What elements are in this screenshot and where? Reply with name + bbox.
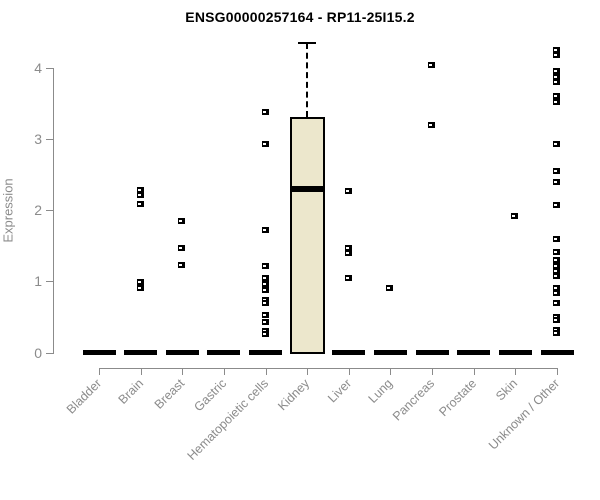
outlier-point (344, 275, 352, 282)
outlier-point (428, 121, 436, 128)
x-axis-tick (557, 368, 559, 375)
zero-median-dash (373, 350, 407, 355)
outlier-point (136, 285, 144, 292)
x-axis-tick (140, 368, 142, 375)
x-axis-line (99, 368, 559, 369)
outlier-point (261, 330, 269, 337)
outlier-point (553, 140, 561, 147)
x-axis-tick (390, 368, 392, 375)
outlier-point (261, 318, 269, 325)
outlier-point (261, 275, 269, 282)
outlier-point (553, 93, 561, 99)
outlier-point (553, 273, 561, 280)
outlier-point (553, 167, 561, 174)
outlier-point (553, 256, 561, 263)
y-axis-line (53, 67, 54, 354)
x-axis-tick (223, 368, 225, 375)
box-kidney (289, 116, 325, 355)
x-axis-tick (265, 368, 267, 375)
zero-median-dash (457, 350, 491, 355)
x-axis-tick (432, 368, 434, 375)
x-axis-tick (182, 368, 184, 375)
outlier-point (553, 51, 561, 58)
y-tick-label: 4 (34, 59, 42, 76)
y-tick-label: 1 (34, 273, 42, 290)
outlier-point (386, 284, 394, 291)
y-axis-tick (46, 67, 53, 69)
outlier-point (261, 226, 269, 233)
zero-median-dash (498, 350, 532, 355)
outlier-point (344, 244, 352, 251)
x-axis-tick (99, 368, 100, 375)
outlier-point (553, 179, 561, 186)
x-axis-tick (348, 368, 350, 375)
outlier-point (553, 68, 561, 75)
outlier-point (553, 98, 561, 105)
outlier-point (553, 284, 561, 291)
zero-median-dash (207, 350, 241, 355)
outlier-point (261, 263, 269, 270)
x-axis-tick (473, 368, 475, 375)
outlier-point (553, 78, 561, 85)
zero-median-dash (332, 350, 366, 355)
outlier-point (136, 192, 144, 199)
x-axis-tick (307, 368, 309, 375)
outlier-point (553, 47, 561, 54)
y-axis-tick (46, 138, 53, 140)
outlier-point (553, 236, 561, 243)
y-axis-tick (46, 281, 53, 283)
outlier-point (553, 262, 561, 269)
y-tick-label: 0 (34, 344, 42, 361)
outlier-point (261, 109, 269, 116)
outlier-point (136, 187, 144, 194)
outlier-point (178, 245, 186, 252)
outlier-point (553, 249, 561, 256)
outlier-point (261, 286, 269, 293)
y-tick-label: 3 (34, 130, 42, 147)
outlier-point (553, 330, 561, 337)
whisker-line (306, 42, 309, 117)
outlier-point (261, 141, 269, 148)
zero-median-dash (82, 350, 116, 355)
outlier-point (261, 281, 269, 288)
y-tick-label: 2 (34, 202, 42, 218)
outlier-point (553, 316, 561, 323)
x-axis-tick (515, 368, 517, 375)
outlier-point (553, 290, 561, 297)
outlier-point (261, 299, 269, 306)
zero-median-dash (540, 350, 574, 355)
y-axis-tick (46, 210, 53, 211)
outlier-point (178, 217, 186, 224)
zero-median-dash (415, 350, 449, 355)
outlier-point (344, 188, 352, 195)
outlier-point (553, 299, 561, 306)
outlier-point (136, 200, 144, 207)
outlier-point (136, 278, 144, 285)
y-axis-tick (46, 352, 53, 354)
outlier-point (428, 61, 436, 68)
zero-median-dash (124, 350, 158, 355)
whisker-cap (298, 41, 317, 44)
outlier-point (553, 202, 561, 208)
outlier-point (261, 312, 269, 319)
median-line (289, 186, 325, 193)
outlier-point (511, 213, 519, 220)
zero-median-dash (165, 350, 199, 355)
outlier-point (553, 73, 561, 80)
chart-title: ENSG00000257164 - RP11-25I15.2 (185, 9, 415, 25)
zero-median-dash (249, 350, 283, 355)
outlier-point (178, 261, 186, 268)
outlier-point (553, 268, 561, 275)
outlier-point (344, 249, 352, 256)
